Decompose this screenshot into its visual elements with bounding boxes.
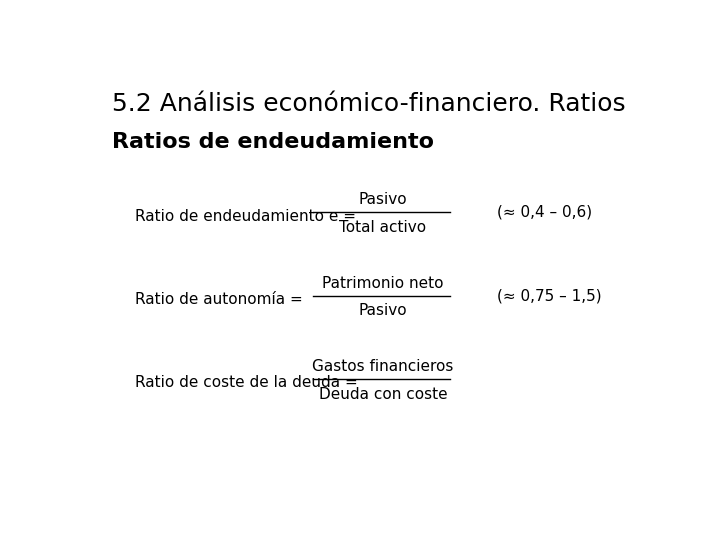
Text: 5.2 Análisis económico-financiero. Ratios: 5.2 Análisis económico-financiero. Ratio… xyxy=(112,92,626,116)
Text: (≈ 0,75 – 1,5): (≈ 0,75 – 1,5) xyxy=(498,288,602,303)
Text: Ratio de coste de la deuda =: Ratio de coste de la deuda = xyxy=(135,375,357,390)
Text: Patrimonio neto: Patrimonio neto xyxy=(323,275,444,291)
Text: Ratio de autonomía =: Ratio de autonomía = xyxy=(135,292,302,307)
Text: Ratios de endeudamiento: Ratios de endeudamiento xyxy=(112,132,434,152)
Text: Ratio de endeudamiento e =: Ratio de endeudamiento e = xyxy=(135,209,356,224)
Text: Deuda con coste: Deuda con coste xyxy=(319,387,447,402)
Text: Total activo: Total activo xyxy=(339,220,426,235)
Text: (≈ 0,4 – 0,6): (≈ 0,4 – 0,6) xyxy=(498,205,593,220)
Text: Gastos financieros: Gastos financieros xyxy=(312,359,454,374)
Text: Pasivo: Pasivo xyxy=(359,303,408,319)
Text: Pasivo: Pasivo xyxy=(359,192,408,207)
